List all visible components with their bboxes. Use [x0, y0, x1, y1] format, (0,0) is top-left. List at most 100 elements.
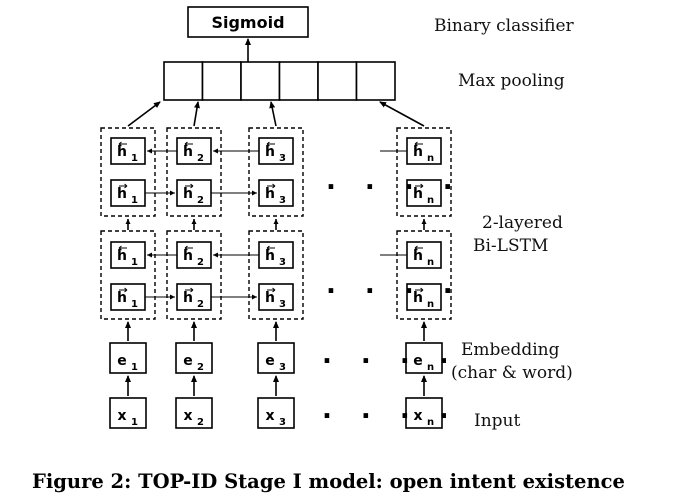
hidden-backward-lower-box	[258, 241, 294, 269]
input-cell-subscript: 1	[131, 417, 138, 428]
hidden-backward-upper-direction-head	[266, 141, 270, 147]
embedding-cell-box	[405, 342, 443, 374]
column-1: h 1h 1h 1h 1e 1x 1	[100, 127, 156, 429]
group-to-pool-arrow	[193, 101, 200, 127]
hidden-forward-lower-direction-head	[190, 287, 194, 293]
input-cell-letter: x	[413, 408, 422, 424]
sigmoid-label: Sigmoid	[211, 13, 284, 32]
hidden-backward-upper-letter: h	[413, 144, 423, 160]
embedding-cell-letter: e	[265, 353, 275, 369]
hidden-forward-upper-letter: h	[183, 186, 193, 202]
hidden-backward-upper-subscript: n	[427, 153, 434, 164]
hidden-backward-upper-direction-head	[118, 141, 122, 147]
lower-lstm-group	[248, 230, 304, 320]
hidden-backward-lower-subscript: 3	[279, 257, 286, 268]
hidden-forward-lower-letter: h	[265, 290, 275, 306]
embedding-label-line1: Embedding	[461, 340, 560, 360]
hidden-forward-upper-box	[406, 179, 442, 207]
hidden-backward-lower-subscript: 2	[197, 257, 204, 268]
hidden-forward-lower-subscript: 1	[131, 299, 138, 310]
max-pool-cell	[163, 61, 204, 101]
embedding-cell-subscript: 1	[131, 362, 138, 373]
hidden-backward-lower-direction-head	[184, 245, 188, 251]
max-pool-cell	[355, 61, 396, 101]
sigmoid-box	[187, 6, 309, 38]
hidden-backward-lower-direction-head	[266, 245, 270, 251]
input-label: Input	[474, 411, 520, 431]
input-cell-subscript: n	[427, 417, 434, 428]
hidden-forward-upper-direction-head	[190, 183, 194, 189]
embedding-cell-box	[257, 342, 295, 374]
max-pooling-label: Max pooling	[458, 71, 565, 91]
hidden-backward-lower-box	[110, 241, 146, 269]
column-n: h nh nh nh ne nx n	[396, 127, 452, 429]
hidden-forward-upper-subscript: 2	[197, 195, 204, 206]
upper-lstm-group	[166, 127, 222, 217]
recurrent-arrows	[145, 148, 407, 300]
hidden-backward-upper-subscript: 1	[131, 153, 138, 164]
hidden-backward-upper-letter: h	[265, 144, 275, 160]
hidden-backward-lower-letter: h	[413, 248, 423, 264]
input-cell-letter: x	[117, 408, 126, 424]
input-cell-box	[175, 397, 213, 429]
hidden-forward-upper-letter: h	[265, 186, 275, 202]
lower-lstm-group	[396, 230, 452, 320]
hidden-backward-lower-letter: h	[265, 248, 275, 264]
hidden-forward-upper-direction-head	[272, 183, 276, 189]
hidden-forward-lower-box	[258, 283, 294, 311]
group-to-pool-arrow	[379, 101, 425, 127]
pooling-arrows	[127, 101, 425, 127]
max-pool-cell	[278, 61, 319, 101]
embedding-cell-subscript: 2	[197, 362, 204, 373]
figure-caption: Figure 2: TOP-ID Stage I model: open int…	[32, 470, 625, 493]
hidden-backward-upper-box	[110, 137, 146, 165]
hidden-forward-lower-subscript: n	[427, 299, 434, 310]
hidden-forward-lower-subscript: 2	[197, 299, 204, 310]
upper-lstm-group	[248, 127, 304, 217]
max-pool-cell	[201, 61, 242, 101]
hidden-forward-lower-letter: h	[413, 290, 423, 306]
column-3: h 3h 3h 3h 3e 3x 3	[248, 127, 304, 429]
hidden-forward-lower-letter: h	[183, 290, 193, 306]
hidden-forward-upper-direction-head	[124, 183, 128, 189]
lower-lstm-group	[100, 230, 156, 320]
hidden-forward-upper-subscript: 1	[131, 195, 138, 206]
lstm-columns: h 1h 1h 1h 1e 1x 1h 2h 2h 2h 2e 2x 2h 3h 3h 3h 3e 3x 3h nh n…	[100, 127, 452, 429]
hidden-backward-lower-box	[406, 241, 442, 269]
hidden-backward-lower-letter: h	[183, 248, 193, 264]
hidden-forward-upper-letter: h	[413, 186, 423, 202]
hidden-backward-upper-subscript: 3	[279, 153, 286, 164]
hidden-forward-lower-box	[406, 283, 442, 311]
lower-lstm-group	[166, 230, 222, 320]
input-cell-letter: x	[265, 408, 274, 424]
hidden-forward-upper-box	[258, 179, 294, 207]
hidden-backward-lower-subscript: 1	[131, 257, 138, 268]
ellipsis-input: . . . .	[322, 395, 459, 425]
ellipsis-top-lstm: . . . .	[326, 166, 463, 196]
embedding-label-line2: (char & word)	[451, 363, 573, 383]
hidden-backward-upper-letter: h	[117, 144, 127, 160]
binary-classifier-label: Binary classifier	[434, 16, 575, 36]
embedding-cell-subscript: 3	[279, 362, 286, 373]
hidden-forward-lower-subscript: 3	[279, 299, 286, 310]
hidden-backward-upper-direction-head	[184, 141, 188, 147]
hidden-forward-upper-subscript: n	[427, 195, 434, 206]
max-pool-cell	[317, 61, 358, 101]
bilstm-label-line1: 2-layered	[482, 213, 563, 233]
embedding-cell-box	[175, 342, 213, 374]
group-to-pool-arrow	[127, 101, 161, 127]
max-pooling-row	[163, 61, 396, 101]
input-cell-box	[405, 397, 443, 429]
embedding-cell-letter: e	[413, 353, 423, 369]
upper-lstm-group	[396, 127, 452, 217]
hidden-forward-upper-box	[176, 179, 212, 207]
ellipsis-embedding: . . . .	[322, 340, 459, 370]
hidden-backward-lower-letter: h	[117, 248, 127, 264]
hidden-backward-upper-direction-head	[414, 141, 418, 147]
upper-lstm-group	[100, 127, 156, 217]
hidden-forward-upper-direction-head	[420, 183, 424, 189]
hidden-forward-lower-direction-head	[272, 287, 276, 293]
embedding-cell-subscript: n	[427, 362, 434, 373]
